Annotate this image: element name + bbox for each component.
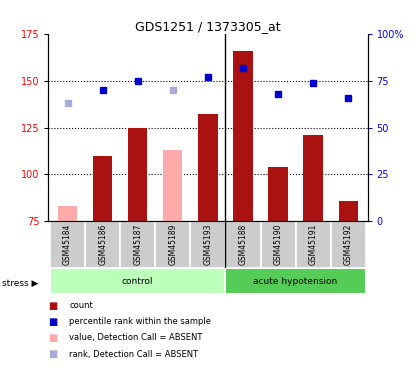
Text: count: count bbox=[69, 301, 93, 310]
Bar bbox=[268, 167, 288, 221]
Bar bbox=[260, 221, 296, 268]
Bar bbox=[304, 135, 323, 221]
Title: GDS1251 / 1373305_at: GDS1251 / 1373305_at bbox=[135, 20, 281, 33]
Text: GSM45190: GSM45190 bbox=[273, 224, 283, 266]
Text: GSM45184: GSM45184 bbox=[63, 224, 72, 266]
Bar bbox=[331, 221, 366, 268]
Text: control: control bbox=[122, 277, 153, 286]
Text: GSM45188: GSM45188 bbox=[239, 224, 247, 266]
Bar bbox=[198, 114, 218, 221]
Bar bbox=[163, 150, 182, 221]
Text: ■: ■ bbox=[48, 317, 58, 327]
Text: stress ▶: stress ▶ bbox=[2, 279, 39, 288]
Text: GSM45187: GSM45187 bbox=[133, 224, 142, 266]
Bar bbox=[50, 268, 226, 294]
Bar bbox=[85, 221, 120, 268]
Bar bbox=[128, 128, 147, 221]
Bar bbox=[58, 206, 77, 221]
Text: GSM45186: GSM45186 bbox=[98, 224, 107, 266]
Bar bbox=[226, 221, 260, 268]
Text: percentile rank within the sample: percentile rank within the sample bbox=[69, 317, 211, 326]
Text: ■: ■ bbox=[48, 333, 58, 343]
Text: acute hypotension: acute hypotension bbox=[253, 277, 338, 286]
Text: GSM45193: GSM45193 bbox=[203, 224, 213, 266]
Text: GSM45191: GSM45191 bbox=[309, 224, 318, 266]
Bar bbox=[120, 221, 155, 268]
Text: GSM45192: GSM45192 bbox=[344, 224, 353, 266]
Bar bbox=[155, 221, 190, 268]
Bar bbox=[93, 156, 112, 221]
Bar bbox=[296, 221, 331, 268]
Text: rank, Detection Call = ABSENT: rank, Detection Call = ABSENT bbox=[69, 350, 198, 358]
Text: ■: ■ bbox=[48, 349, 58, 359]
Bar bbox=[226, 268, 366, 294]
Text: value, Detection Call = ABSENT: value, Detection Call = ABSENT bbox=[69, 333, 203, 342]
Bar bbox=[339, 201, 358, 221]
Bar bbox=[190, 221, 226, 268]
Bar bbox=[234, 51, 252, 221]
Text: GSM45189: GSM45189 bbox=[168, 224, 177, 266]
Text: ■: ■ bbox=[48, 301, 58, 310]
Bar bbox=[50, 221, 85, 268]
